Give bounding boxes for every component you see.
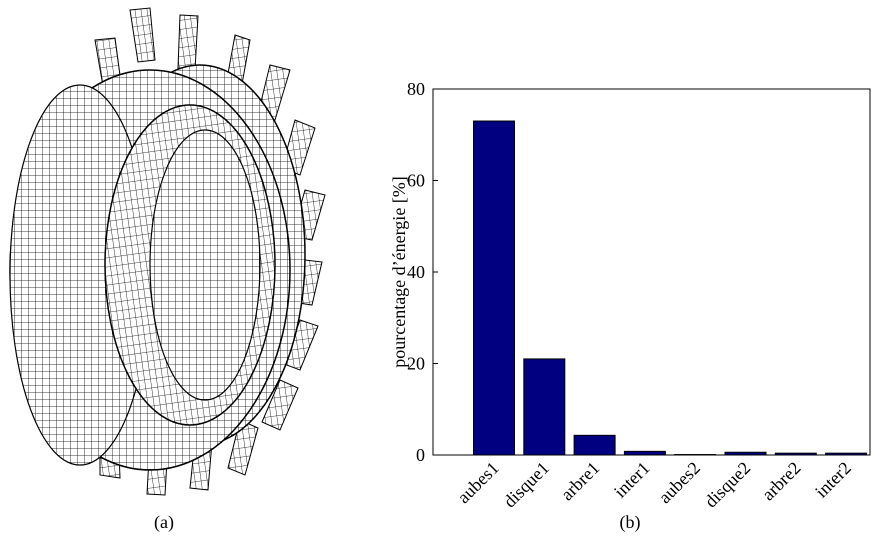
caption: (a) [154, 512, 174, 533]
x-tick-label: disque1 [499, 458, 553, 512]
y-tick-label: 80 [407, 79, 425, 99]
bar [623, 450, 666, 456]
mesh-illustration [9, 7, 326, 496]
x-tick-label: disque2 [701, 458, 755, 512]
y-tick-label: 60 [407, 171, 425, 191]
caption: (b) [620, 512, 641, 533]
x-tick-label: aubes2 [655, 458, 704, 507]
bar [825, 452, 868, 456]
y-tick-label: 40 [407, 262, 425, 282]
bar [573, 434, 616, 456]
x-tick-label: arbre1 [557, 458, 604, 505]
x-tick-label: arbre2 [758, 458, 805, 505]
y-axis-label: pourcentage d’énergie [%] [389, 176, 409, 368]
y-tick-label: 0 [416, 445, 425, 465]
bar [774, 452, 817, 456]
bar [724, 451, 767, 456]
x-tick-label: aubes1 [453, 458, 502, 507]
bar [523, 358, 566, 456]
bar [473, 120, 515, 456]
y-tick-label: 20 [407, 354, 425, 374]
x-tick-label: inter2 [811, 458, 855, 502]
x-tick-label: inter1 [610, 458, 654, 502]
